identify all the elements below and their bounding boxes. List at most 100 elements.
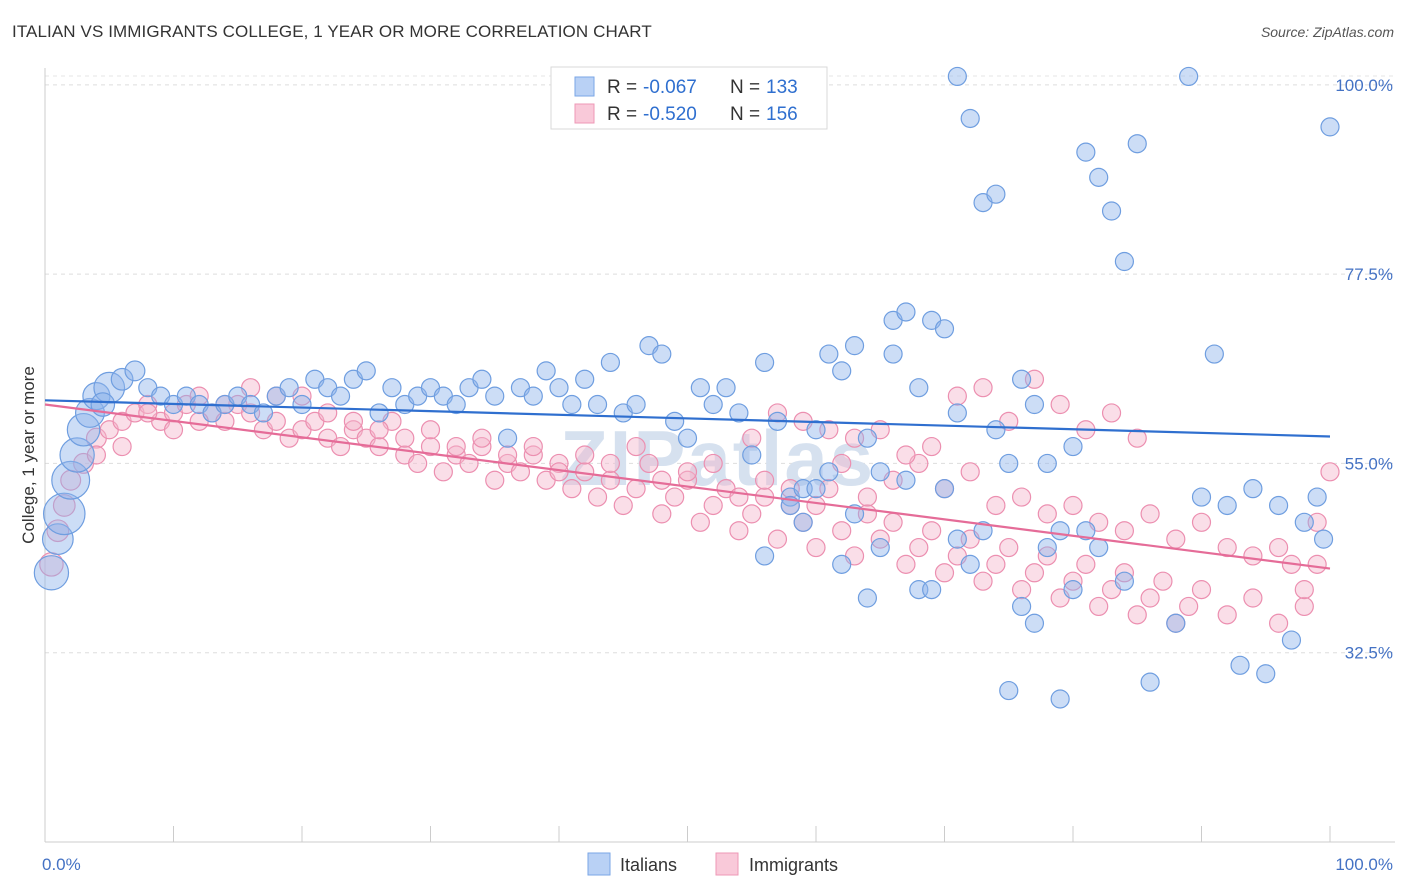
italian-point-53 — [665, 411, 685, 431]
bottom-legend-italians: Italians — [620, 855, 677, 875]
immigrant-point-31 — [420, 436, 441, 457]
immigrant-point-115 — [523, 436, 543, 457]
italian-point-84 — [1063, 436, 1083, 457]
italian-point-83 — [1050, 689, 1070, 709]
immigrant-point-38 — [510, 462, 531, 482]
italian-point-107 — [986, 184, 1006, 204]
bottom-legend-swatch-immigrants — [715, 852, 739, 876]
legend-r-label-1: R = — [607, 77, 637, 98]
italian-point-125 — [947, 66, 967, 87]
y-tick-label-0: 32.5% — [1345, 644, 1393, 663]
italian-point-90 — [754, 546, 775, 566]
immigrant-point-143 — [1243, 546, 1263, 566]
immigrant-point-117 — [575, 445, 595, 465]
legend-n-label-2: N = — [730, 104, 760, 125]
immigrant-point-74 — [973, 571, 993, 591]
immigrant-point-44 — [587, 487, 608, 507]
x-tick-label-1: 100.0% — [1335, 855, 1393, 874]
immigrant-point-133 — [986, 495, 1006, 516]
immigrant-point-92 — [1217, 605, 1237, 625]
immigrant-point-94 — [1268, 613, 1289, 633]
italian-point-103 — [934, 479, 955, 499]
immigrant-point-112 — [446, 436, 466, 457]
immigrant-point-24 — [330, 436, 351, 457]
italian-point-48 — [600, 352, 621, 373]
italian-point-120 — [1217, 495, 1237, 516]
immigrant-point-36 — [485, 470, 505, 490]
immigrant-point-124 — [754, 470, 775, 490]
immigrant-point-163 — [1127, 428, 1147, 448]
immigrant-point-119 — [626, 436, 646, 457]
bottom-legend-immigrants: Immigrants — [749, 855, 838, 875]
italian-point-11 — [124, 360, 146, 382]
immigrant-point-132 — [960, 462, 980, 482]
immigrant-point-32 — [433, 462, 453, 482]
immigrant-point-47 — [626, 479, 646, 499]
italian-point-86 — [1089, 167, 1109, 187]
italian-point-68 — [857, 588, 878, 608]
italian-point-1 — [41, 523, 74, 556]
italian-point-74 — [934, 319, 955, 339]
italian-point-57 — [716, 378, 736, 398]
legend-r-value-1: -0.067 — [643, 77, 697, 98]
italian-point-110 — [1024, 394, 1045, 415]
italian-point-121 — [1243, 479, 1263, 499]
italian-point-78 — [986, 420, 1006, 440]
immigrant-point-2 — [52, 494, 76, 517]
italian-point-65 — [819, 344, 839, 364]
italian-point-47 — [587, 394, 608, 415]
stats-legend: R = -0.067 N = 133 R = -0.520 N = 156 — [550, 66, 828, 130]
italian-point-122 — [1268, 495, 1289, 516]
immigrant-point-113 — [472, 428, 492, 448]
italian-point-100 — [896, 302, 916, 322]
y-axis-label: College, 1 year or more — [19, 366, 38, 544]
italian-point-5 — [66, 412, 101, 447]
legend-n-label-1: N = — [730, 77, 760, 98]
italian-point-117 — [1140, 672, 1160, 692]
italian-point-43 — [536, 361, 556, 381]
immigrant-point-75 — [986, 554, 1006, 574]
immigrant-point-154 — [896, 445, 916, 465]
italian-point-21 — [253, 403, 274, 423]
italian-point-79 — [999, 453, 1019, 474]
italian-point-80 — [1011, 369, 1032, 389]
italian-point-85 — [1076, 142, 1096, 162]
immigrant-point-52 — [690, 512, 710, 532]
italian-point-77 — [973, 521, 993, 541]
italian-point-70 — [883, 344, 903, 364]
italian-point-126 — [1179, 66, 1199, 87]
immigrant-point-71 — [934, 563, 955, 583]
immigrant-point-61 — [806, 537, 826, 558]
italian-point-58 — [729, 403, 749, 423]
chart-source: Source: ZipAtlas.com — [1260, 24, 1394, 40]
italian-point-97 — [857, 428, 878, 448]
italian-point-60 — [754, 352, 775, 373]
italian-point-29 — [356, 361, 376, 381]
x-tick-label-0: 0.0% — [42, 855, 81, 874]
immigrant-point-114 — [498, 445, 518, 465]
immigrant-point-56 — [742, 504, 762, 524]
immigrant-point-77 — [1011, 580, 1032, 600]
italian-point-59 — [742, 445, 762, 465]
italian-point-92 — [793, 512, 813, 532]
immigrant-point-45 — [600, 470, 621, 490]
immigrant-point-95 — [1294, 596, 1314, 617]
italian-point-95 — [832, 361, 852, 381]
italian-point-24 — [292, 394, 312, 415]
immigrant-point-120 — [652, 470, 672, 490]
immigrant-point-134 — [1011, 487, 1032, 507]
italian-point-50 — [626, 394, 646, 415]
italian-point-66 — [832, 554, 852, 574]
immigrant-point-99 — [112, 436, 132, 457]
immigrant-point-67 — [883, 512, 903, 532]
immigrant-point-68 — [896, 554, 916, 574]
italian-point-69 — [870, 537, 890, 558]
legend-swatch-immigrants — [574, 103, 595, 124]
italian-point-116 — [1114, 571, 1135, 591]
italian-point-76 — [960, 554, 980, 574]
italian-point-0 — [33, 555, 70, 591]
italian-point-46 — [575, 369, 595, 389]
italian-point-82 — [1037, 537, 1057, 558]
immigrant-point-42 — [562, 479, 582, 499]
italian-point-31 — [382, 378, 402, 398]
